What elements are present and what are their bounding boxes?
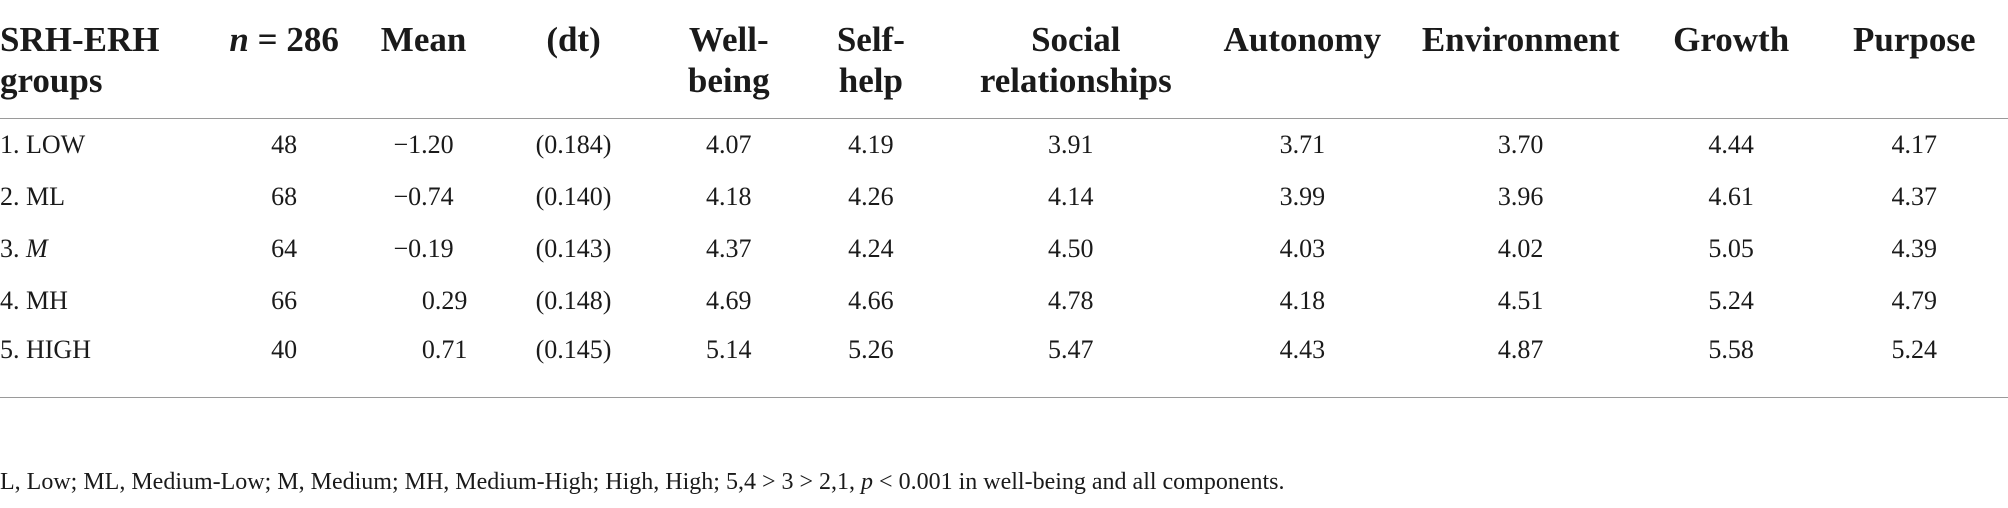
header-wellbeing: Well-being <box>652 0 806 119</box>
cell-growth: 4.61 <box>1708 182 1754 211</box>
header-n: n = 286 <box>215 0 353 119</box>
cell-group: 5. HIGH <box>0 327 216 398</box>
cell-selfhelp: 4.26 <box>848 182 894 211</box>
cell-mean: 0.29 <box>353 275 495 327</box>
cell-group-prefix: 5. <box>0 335 26 364</box>
cell-growth: 4.44 <box>1708 130 1754 159</box>
header-selfhelp: Self-help <box>805 0 937 119</box>
cell-n: 66 <box>271 286 298 315</box>
cell-wellbeing: 4.37 <box>706 234 752 263</box>
cell-purpose: 4.79 <box>1891 286 1938 315</box>
cell-group: 2. ML <box>0 171 216 223</box>
cell-group: 1. LOW <box>0 119 216 172</box>
cell-purpose: 4.37 <box>1891 182 1938 211</box>
cell-group-label: MH <box>26 286 68 315</box>
cell-group-prefix: 1. <box>0 130 26 159</box>
cell-wellbeing: 4.07 <box>706 130 752 159</box>
cell-dt: (0.145) <box>494 327 653 398</box>
cell-selfhelp: 4.19 <box>848 130 894 159</box>
header-purpose: Purpose <box>1820 0 2008 119</box>
cell-social: 4.78 <box>1048 286 1094 315</box>
header-n-symbol: n <box>229 20 249 59</box>
cell-growth: 5.05 <box>1708 234 1754 263</box>
header-autonomy: Autonomy <box>1204 0 1400 119</box>
cell-group-prefix: 4. <box>0 286 26 315</box>
table-row: 5. HIGH 40 0.71 (0.145) 5.14 5.26 5.47 4… <box>0 327 2008 398</box>
cell-autonomy: 3.99 <box>1279 182 1326 211</box>
cell-growth: 5.58 <box>1641 327 1821 398</box>
cell-mean: −0.74 <box>393 182 454 211</box>
header-group: SRH-ERH groups <box>0 0 216 119</box>
cell-environment: 4.87 <box>1399 327 1642 398</box>
cell-dt: (0.184) <box>535 130 612 159</box>
header-group-label: SRH-ERH groups <box>0 20 160 100</box>
cell-social: 4.14 <box>1048 182 1094 211</box>
cell-selfhelp: 5.26 <box>805 327 937 398</box>
footnote-text-after: < 0.001 in well-being and all components… <box>873 469 1285 495</box>
cell-environment: 3.70 <box>1497 130 1544 159</box>
cell-wellbeing: 5.14 <box>652 327 806 398</box>
table-row: 2. ML 68 −0.74 (0.140) 4.18 4.26 4.14 3.… <box>0 171 2008 223</box>
cell-n: 68 <box>271 182 298 211</box>
cell-social: 5.47 <box>936 327 1205 398</box>
results-table-container: SRH-ERH groups n = 286 Mean (dt) Well-be… <box>0 0 2008 398</box>
footnote-text-before: L, Low; ML, Medium-Low; M, Medium; MH, M… <box>0 469 862 495</box>
cell-group-prefix: 2. <box>0 182 26 211</box>
cell-social: 4.50 <box>1048 234 1094 263</box>
cell-growth: 5.24 <box>1708 286 1754 315</box>
cell-n: 40 <box>215 327 353 398</box>
table-row: 3. M 64 −0.19 (0.143) 4.37 4.24 4.50 4.0… <box>0 223 2008 275</box>
cell-group-label: ML <box>26 182 65 211</box>
cell-group-label: LOW <box>26 130 86 159</box>
header-row: SRH-ERH groups n = 286 Mean (dt) Well-be… <box>0 0 2008 119</box>
cell-group-label: HIGH <box>26 335 91 364</box>
cell-mean: 0.71 <box>352 327 495 398</box>
cell-purpose: 5.24 <box>1820 327 2008 398</box>
cell-group: 3. M <box>0 223 216 275</box>
table-body: 1. LOW 48 −1.20 (0.184) 4.07 4.19 3.91 3… <box>0 119 2008 398</box>
cell-environment: 4.02 <box>1497 234 1544 263</box>
cell-mean: −1.20 <box>393 130 454 159</box>
cell-dt: (0.143) <box>535 234 612 263</box>
cell-group-prefix: 3. <box>0 234 26 263</box>
cell-wellbeing: 4.69 <box>706 286 752 315</box>
header-social: Social relationships <box>936 0 1205 119</box>
footnote-p-symbol: p <box>861 469 874 495</box>
cell-group-label: M <box>26 234 48 263</box>
cell-social: 3.91 <box>1048 130 1094 159</box>
header-mean: Mean <box>352 0 495 119</box>
header-dt: (dt) <box>494 0 653 119</box>
cell-selfhelp: 4.66 <box>848 286 894 315</box>
cell-n: 64 <box>271 234 298 263</box>
cell-environment: 3.96 <box>1497 182 1544 211</box>
results-table: SRH-ERH groups n = 286 Mean (dt) Well-be… <box>0 0 2008 398</box>
cell-purpose: 4.39 <box>1891 234 1938 263</box>
header-n-value: = 286 <box>248 20 339 59</box>
cell-dt: (0.140) <box>535 182 612 211</box>
cell-environment: 4.51 <box>1497 286 1544 315</box>
header-environment: Environment <box>1399 0 1642 119</box>
cell-n: 48 <box>271 130 298 159</box>
cell-selfhelp: 4.24 <box>848 234 894 263</box>
cell-autonomy: 4.18 <box>1279 286 1326 315</box>
header-selfhelp-label: Self-help <box>836 20 905 100</box>
table-footnote: L, Low; ML, Medium-Low; M, Medium; MH, M… <box>0 468 1285 496</box>
cell-wellbeing: 4.18 <box>706 182 752 211</box>
cell-autonomy: 3.71 <box>1279 130 1326 159</box>
cell-mean-value: 0.29 <box>421 286 468 315</box>
table-row: 4. MH 66 0.29 (0.148) 4.69 4.66 4.78 4.1… <box>0 275 2008 327</box>
table-row: 1. LOW 48 −1.20 (0.184) 4.07 4.19 3.91 3… <box>0 119 2008 172</box>
cell-autonomy: 4.03 <box>1279 234 1326 263</box>
cell-purpose: 4.17 <box>1891 130 1938 159</box>
header-wellbeing-label: Well-being <box>687 20 770 100</box>
cell-mean: −0.19 <box>393 234 454 263</box>
cell-group: 4. MH <box>0 275 216 327</box>
header-social-label: Social relationships <box>979 20 1172 100</box>
cell-mean-value: 0.71 <box>421 335 468 364</box>
header-growth: Growth <box>1641 0 1821 119</box>
cell-dt: (0.148) <box>535 286 612 315</box>
cell-autonomy: 4.43 <box>1204 327 1400 398</box>
